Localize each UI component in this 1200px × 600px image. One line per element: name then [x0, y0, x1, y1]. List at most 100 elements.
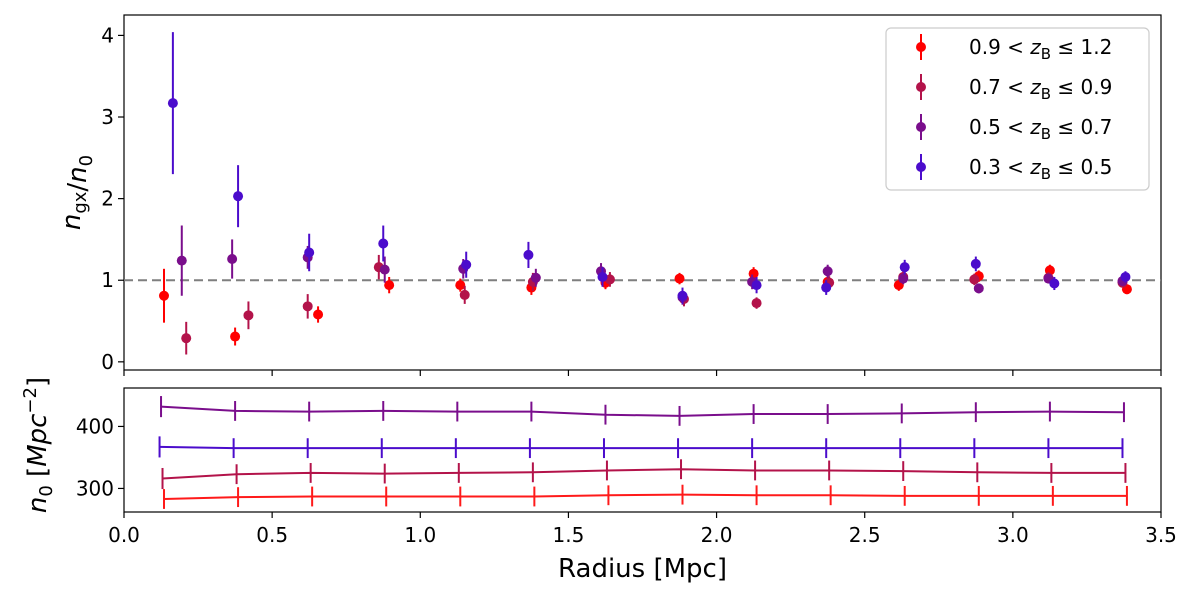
- legend-sub: B: [1041, 165, 1051, 183]
- x-tick-label: 2.5: [849, 523, 881, 547]
- bottom-y-axis-label: n0 [Mpc−2]: [20, 377, 57, 513]
- top-y-tick-label: 3: [101, 105, 114, 129]
- density-series-0: [160, 396, 1125, 426]
- legend-post: ≤ 1.2: [1051, 35, 1112, 59]
- legend-pre: 0.3 <: [969, 155, 1030, 179]
- data-point: [530, 272, 541, 283]
- data-point: [227, 254, 238, 265]
- legend-marker: [916, 82, 926, 92]
- top-y-axis-label: ngx/n0: [57, 155, 97, 230]
- legend-marker: [916, 162, 926, 172]
- data-point: [821, 282, 832, 293]
- data-point: [233, 191, 244, 202]
- label-bracket-open: [: [23, 467, 53, 485]
- legend-post: ≤ 0.7: [1051, 115, 1112, 139]
- density-series-1: [158, 436, 1124, 459]
- data-point: [378, 238, 389, 249]
- bottom-y-tick-label: 300: [76, 476, 114, 500]
- legend-pre: 0.5 <: [969, 115, 1030, 139]
- legend-post: ≤ 0.5: [1051, 155, 1112, 179]
- legend-label: 0.3 < zB ≤ 0.5: [969, 155, 1112, 183]
- y-label-part: n: [63, 166, 93, 182]
- data-point: [822, 266, 833, 277]
- data-point: [1120, 271, 1131, 282]
- legend: 0.9 < zB ≤ 1.20.7 < zB ≤ 0.90.5 < zB ≤ 0…: [885, 27, 1150, 191]
- data-point: [751, 298, 762, 309]
- x-tick-label: 1.5: [553, 523, 585, 547]
- data-point: [455, 280, 466, 291]
- legend-sub: B: [1041, 45, 1051, 63]
- data-point: [167, 98, 178, 109]
- data-point: [973, 283, 984, 294]
- legend-var: z: [1029, 155, 1041, 179]
- density-line: [162, 468, 1126, 480]
- legend-label: 0.7 < zB ≤ 0.9: [969, 75, 1112, 103]
- data-point: [677, 290, 688, 301]
- x-tick-label: 3.5: [1145, 523, 1177, 547]
- data-point: [176, 255, 187, 266]
- top-y-tick-label: 1: [101, 268, 114, 292]
- legend-sub: B: [1041, 125, 1051, 143]
- legend-entry: 0.9 < zB ≤ 1.2: [916, 34, 1112, 63]
- data-point: [748, 268, 759, 279]
- data-point: [384, 280, 395, 291]
- legend-marker: [916, 42, 926, 52]
- data-point: [230, 331, 241, 342]
- y-label-part: gx: [70, 191, 91, 213]
- density-series-3: [162, 484, 1128, 509]
- data-point: [313, 309, 324, 320]
- legend-pre: 0.9 <: [969, 35, 1030, 59]
- data-point: [181, 333, 192, 344]
- data-point: [459, 289, 470, 300]
- top-y-tick-label: 2: [101, 187, 114, 211]
- density-line: [159, 445, 1123, 450]
- bottom-plot-frame: [123, 387, 1162, 513]
- x-tick-label: 0.5: [256, 523, 288, 547]
- legend-label: 0.9 < zB ≤ 1.2: [969, 35, 1112, 63]
- series-1: [181, 254, 1128, 355]
- label-bracket-close: ]: [23, 377, 53, 387]
- x-tick-label: 1.0: [404, 523, 436, 547]
- y-label-part: n: [57, 214, 87, 230]
- legend-sub: B: [1041, 85, 1051, 103]
- legend-label: 0.5 < zB ≤ 0.7: [969, 115, 1112, 143]
- label-unit: Mpc: [23, 414, 53, 467]
- series-2: [176, 225, 1128, 305]
- legend-var: z: [1029, 115, 1041, 139]
- data-point: [461, 259, 472, 270]
- legend-post: ≤ 0.9: [1051, 75, 1112, 99]
- density-series-2: [161, 459, 1127, 490]
- legend-var: z: [1029, 75, 1041, 99]
- x-tick-label: 2.0: [701, 523, 733, 547]
- y-label-part: /: [63, 183, 93, 192]
- top-plot-frame: [123, 14, 1162, 371]
- legend-entry: 0.7 < zB ≤ 0.9: [916, 74, 1112, 103]
- legend-entry: 0.3 < zB ≤ 0.5: [916, 154, 1112, 183]
- x-tick-label: 3.0: [997, 523, 1029, 547]
- label-sup: −2: [20, 387, 41, 414]
- data-point: [304, 247, 315, 258]
- y-label-part: 0: [76, 155, 97, 166]
- data-point: [243, 310, 254, 321]
- data-point: [302, 301, 313, 312]
- legend-entry: 0.5 < zB ≤ 0.7: [916, 114, 1112, 143]
- density-line: [163, 493, 1127, 500]
- label-sub: 0: [36, 485, 57, 496]
- data-point: [898, 273, 909, 284]
- data-point: [674, 273, 685, 284]
- density-line: [160, 405, 1125, 417]
- data-point: [597, 271, 608, 282]
- top-y-tick-label: 4: [101, 23, 114, 47]
- legend-marker: [916, 122, 926, 132]
- series-3: [167, 32, 1131, 304]
- data-point: [751, 280, 762, 291]
- data-point: [970, 258, 981, 269]
- bottom-panel: 300 400 0.0 0.5 1.0 1.5 2.0 2.5 3.0 3.5 n0 [Mpc−2]…: [20, 377, 1177, 584]
- data-point: [1049, 278, 1060, 289]
- legend-frame: [885, 27, 1150, 191]
- legend-var: z: [1029, 35, 1041, 59]
- data-point: [379, 264, 390, 275]
- data-point: [158, 290, 169, 301]
